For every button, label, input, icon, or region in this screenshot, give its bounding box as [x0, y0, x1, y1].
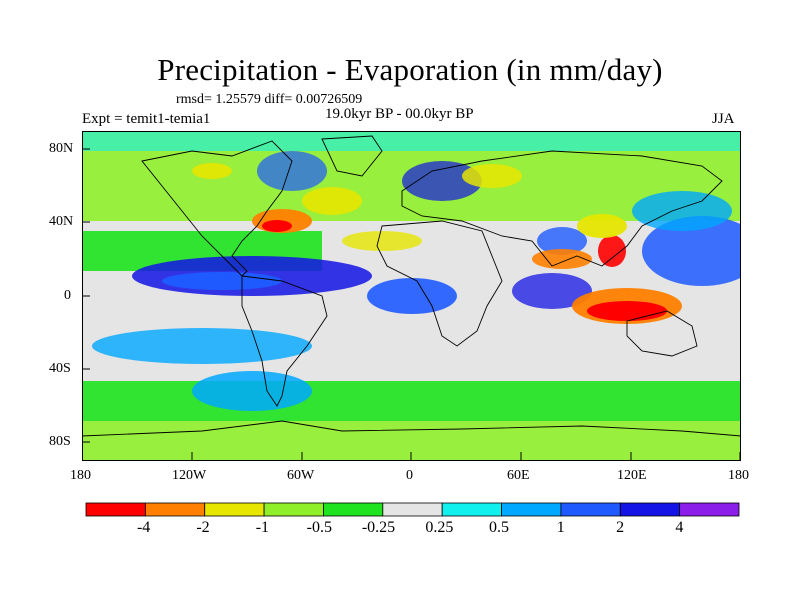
coastlines: [82, 135, 741, 437]
colorbar-label: -0.25: [361, 519, 396, 536]
y-tick-80n: 80N: [49, 141, 74, 156]
australia-outline: [626, 310, 698, 357]
x-tick-180w: 180: [70, 468, 91, 483]
x-tick-120w: 120W: [172, 468, 207, 483]
y-tick-40n: 40N: [49, 214, 74, 229]
y-tick-80s: 80S: [49, 434, 71, 449]
colorbar-swatch: [560, 502, 621, 517]
experiment-label: Expt = temit1-temia1: [82, 111, 211, 127]
x-tick-60w: 60W: [287, 468, 315, 483]
chart-title: Precipitation - Evaporation (in mm/day): [157, 52, 663, 87]
colorbar-swatch: [619, 502, 681, 517]
colorbar-label: -0.5: [306, 519, 332, 536]
colorbar-label: 2: [616, 519, 625, 536]
map-panel: [82, 131, 741, 461]
field-shading: [82, 131, 741, 461]
colorbar: [85, 502, 740, 517]
colorbar-label: 0.25: [425, 519, 454, 536]
x-tick-180e: 180: [728, 468, 749, 483]
colorbar-swatch: [204, 502, 265, 517]
antarctica-outline: [82, 420, 741, 437]
colorbar-swatch: [679, 502, 740, 517]
y-tick-40s: 40S: [49, 361, 71, 376]
colorbar-label: 4: [675, 519, 684, 536]
y-tick-0: 0: [64, 288, 71, 303]
greenland-outline: [321, 135, 383, 177]
colorbar-label: -1: [255, 519, 270, 536]
x-tick-0: 0: [406, 468, 413, 483]
colorbar-label: 1: [556, 519, 565, 536]
eurasia-outline: [401, 150, 723, 267]
period-label: 19.0kyr BP - 00.0kyr BP: [325, 106, 474, 122]
x-tick-120e: 120E: [617, 468, 647, 483]
tick-marks: [82, 148, 741, 460]
africa-outline: [376, 220, 503, 347]
colorbar-label: -4: [136, 519, 151, 536]
colorbar-swatch: [382, 502, 443, 517]
north-america-outline: [141, 140, 293, 277]
season-label: JJA: [712, 111, 735, 127]
colorbar-swatch: [263, 502, 324, 517]
colorbar-swatch: [323, 502, 384, 517]
stats-text: rmsd= 1.25579 diff= 0.00726509: [176, 92, 363, 107]
south-america-outline: [241, 275, 328, 407]
colorbar-swatch: [501, 502, 562, 517]
colorbar-swatch: [441, 502, 502, 517]
colorbar-label: 0.5: [488, 519, 509, 536]
colorbar-swatch: [85, 502, 146, 517]
colorbar-swatch: [144, 502, 206, 517]
x-tick-60e: 60E: [507, 468, 530, 483]
colorbar-label: -2: [196, 519, 210, 536]
